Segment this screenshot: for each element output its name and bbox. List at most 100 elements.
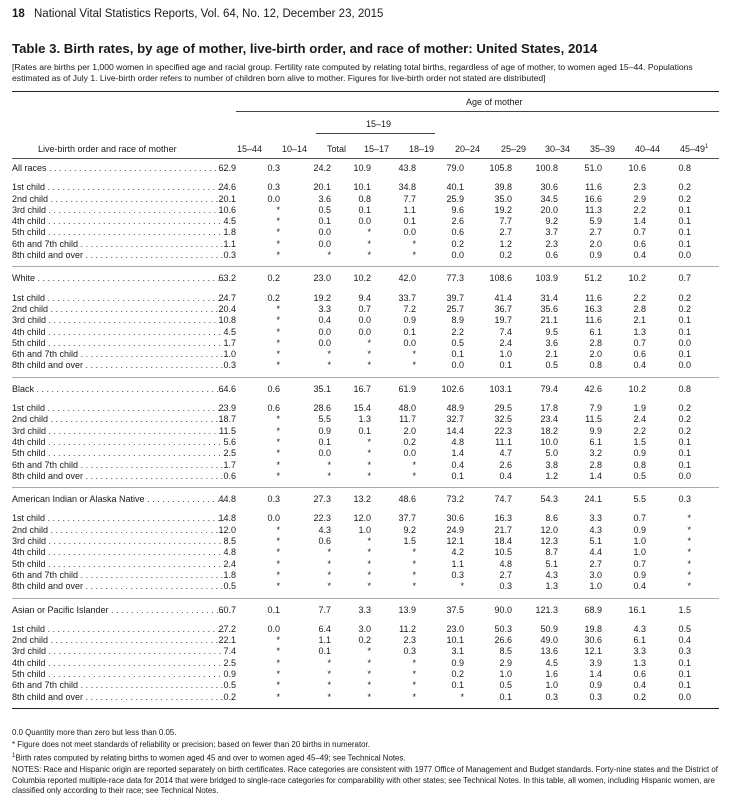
- table-cell: *: [276, 436, 280, 447]
- table-cell: 11.5: [219, 425, 236, 436]
- row-label: 2nd child . . . . . . . . . . . . . . . …: [12, 194, 224, 204]
- table-cell: *: [327, 558, 331, 569]
- table-cell: *: [276, 524, 280, 535]
- table-cell: 0.0: [318, 448, 331, 459]
- leader-dots: . . . . . . . . . . . . . . . . . . . . …: [85, 360, 224, 371]
- table-cell: 19.2: [313, 292, 331, 303]
- row-label-text: 4th child: [12, 547, 46, 558]
- row-label: 3rd child . . . . . . . . . . . . . . . …: [12, 315, 224, 325]
- row-label-text: 8th child and over: [12, 470, 84, 481]
- table-cell: 103.9: [535, 273, 558, 284]
- table-cell: 10.8: [218, 315, 236, 326]
- table-cell: 22.1: [218, 635, 236, 646]
- col-heading-20-24: 20–24: [455, 144, 481, 154]
- table-cell: 0.5: [499, 680, 512, 691]
- leader-dots: . . . . . . . . . . . . . . . . . . . . …: [80, 349, 224, 360]
- table-cell: 0.8: [633, 459, 646, 470]
- table-cell: *: [327, 691, 331, 702]
- table-cell: *: [687, 547, 691, 558]
- table-cell: 79.4: [540, 383, 558, 394]
- table-cell: 0.2: [451, 238, 464, 249]
- table-cell: 5.5: [318, 414, 331, 425]
- table-cell: *: [276, 425, 280, 436]
- table-cell: 0.9: [451, 657, 464, 668]
- table-cell: *: [327, 547, 331, 558]
- table-cell: *: [367, 668, 371, 679]
- table-cell: 0.0: [403, 448, 416, 459]
- leader-dots: . . . . . . . . . . . . . . . . . . . . …: [47, 403, 224, 414]
- table-row: 6th and 7th child . . . . . . . . . . . …: [12, 349, 719, 360]
- table-cell: 1.0: [499, 668, 512, 679]
- table-cell: 0.2: [678, 303, 691, 314]
- table-cell: *: [367, 337, 371, 348]
- table-row: 8th child and over . . . . . . . . . . .…: [12, 360, 719, 371]
- table-cell: *: [276, 337, 280, 348]
- table-cell: 0.0: [358, 315, 371, 326]
- leader-dots: . . . . . . . . . . . . . . . . . . . . …: [50, 414, 224, 425]
- table-cell: 0.3: [545, 691, 558, 702]
- table-cell: *: [276, 349, 280, 360]
- table-cell: 2.8: [633, 303, 646, 314]
- leader-dots: . . . . . . . . . . . . . . . . . . . . …: [85, 691, 224, 702]
- table-cell: 22.3: [494, 425, 512, 436]
- table-cell: 0.6: [267, 403, 280, 414]
- table-cell: 1.4: [633, 216, 646, 227]
- table-cell: 0.1: [358, 425, 371, 436]
- table-row: 4th child . . . . . . . . . . . . . . . …: [12, 327, 719, 338]
- leader-dots: . . . . . . . . . . . . . . . . . . . . …: [50, 193, 224, 204]
- table-cell: *: [367, 691, 371, 702]
- table-cell: *: [412, 657, 416, 668]
- leader-dots: . . . . . . . . . . . . . . . . . . . . …: [47, 623, 224, 634]
- table-cell: 0.3: [403, 646, 416, 657]
- row-label: 3rd child . . . . . . . . . . . . . . . …: [12, 426, 224, 436]
- table-cell: 1.1: [403, 204, 416, 215]
- col-heading-30-34: 30–34: [545, 144, 571, 154]
- table-cell: 3.3: [633, 646, 646, 657]
- table-cell: 6.1: [633, 635, 646, 646]
- table-cell: 11.1: [495, 436, 512, 447]
- section-separator: [12, 266, 719, 268]
- table-cell: 12.1: [584, 646, 602, 657]
- table-cell: 0.0: [451, 360, 464, 371]
- row-label-text: 4th child: [12, 326, 46, 337]
- table-cell: 3.3: [589, 513, 602, 524]
- table-row: 2nd child . . . . . . . . . . . . . . . …: [12, 525, 719, 536]
- row-label: 4th child . . . . . . . . . . . . . . . …: [12, 547, 224, 557]
- table-cell: 2.7: [499, 569, 512, 580]
- row-label: 8th child and over . . . . . . . . . . .…: [12, 360, 224, 370]
- table-row: 1st child . . . . . . . . . . . . . . . …: [12, 624, 719, 635]
- table-cell: *: [276, 303, 280, 314]
- table-cell: 1.5: [403, 536, 416, 547]
- table-cell: *: [276, 680, 280, 691]
- age-group-heading: Age of mother: [466, 97, 523, 107]
- table-cell: 0.2: [267, 292, 280, 303]
- table-cell: *: [687, 536, 691, 547]
- table-cell: *: [367, 558, 371, 569]
- row-label-text: Asian or Pacific Islander: [12, 604, 109, 615]
- table-cell: *: [327, 360, 331, 371]
- row-spacer: [12, 174, 719, 182]
- table-cell: 0.2: [499, 250, 512, 261]
- table-cell: 0.4: [633, 581, 646, 592]
- table-cell: 1.0: [589, 581, 602, 592]
- row-spacer: [12, 395, 719, 403]
- table-row: 4th child . . . . . . . . . . . . . . . …: [12, 216, 719, 227]
- table-cell: 10.1: [353, 182, 371, 193]
- table-cell: 23.0: [313, 273, 331, 284]
- table-cell: 1.9: [633, 403, 646, 414]
- row-label: 8th child and over . . . . . . . . . . .…: [12, 581, 224, 591]
- row-label-text: 5th child: [12, 558, 46, 569]
- leader-dots: . . . . . . . . . . . . . . . . . . . . …: [48, 448, 224, 459]
- table-cell: 2.6: [451, 216, 464, 227]
- footnote-one: 1Birth rates computed by relating births…: [12, 751, 722, 764]
- table-cell: 0.6: [267, 383, 280, 394]
- col-heading-35-39: 35–39: [590, 144, 616, 154]
- table-row: 8th child and over . . . . . . . . . . .…: [12, 471, 719, 482]
- row-label-text: 1st child: [12, 623, 46, 634]
- table-cell: 2.1: [545, 349, 558, 360]
- table-cell: 0.5: [223, 680, 236, 691]
- table-cell: 0.4: [633, 680, 646, 691]
- table-cell: *: [412, 691, 416, 702]
- table-cell: 8.6: [545, 513, 558, 524]
- table-cell: 0.2: [678, 182, 691, 193]
